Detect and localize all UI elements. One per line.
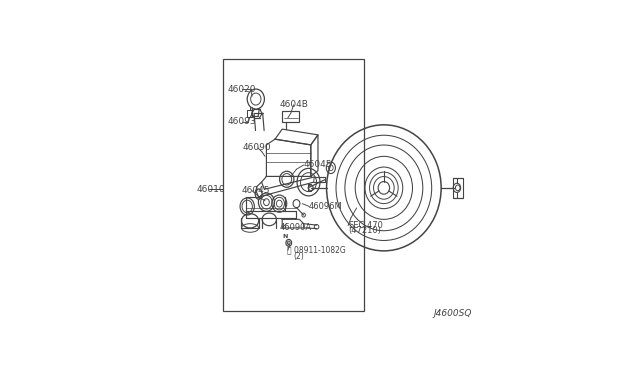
Text: 46096M: 46096M <box>308 202 342 211</box>
Bar <box>223 59 364 311</box>
Text: N: N <box>283 234 288 240</box>
Text: 46093: 46093 <box>227 118 256 126</box>
Bar <box>282 110 300 122</box>
Text: Ⓝ 08911-1082G: Ⓝ 08911-1082G <box>287 246 346 255</box>
Text: 46090: 46090 <box>242 143 271 152</box>
Text: 46045: 46045 <box>241 186 269 195</box>
Bar <box>453 178 463 198</box>
Text: J4600SQ: J4600SQ <box>434 309 472 318</box>
Text: 46090A: 46090A <box>279 223 312 232</box>
Text: SEC.470: SEC.470 <box>348 221 383 230</box>
Text: 46020: 46020 <box>227 84 255 93</box>
Text: 46010: 46010 <box>196 185 225 194</box>
Text: (47210): (47210) <box>348 226 381 235</box>
Text: 46045: 46045 <box>303 160 332 169</box>
Text: 4604B: 4604B <box>279 100 308 109</box>
Text: (2): (2) <box>293 252 304 261</box>
Bar <box>247 110 252 117</box>
